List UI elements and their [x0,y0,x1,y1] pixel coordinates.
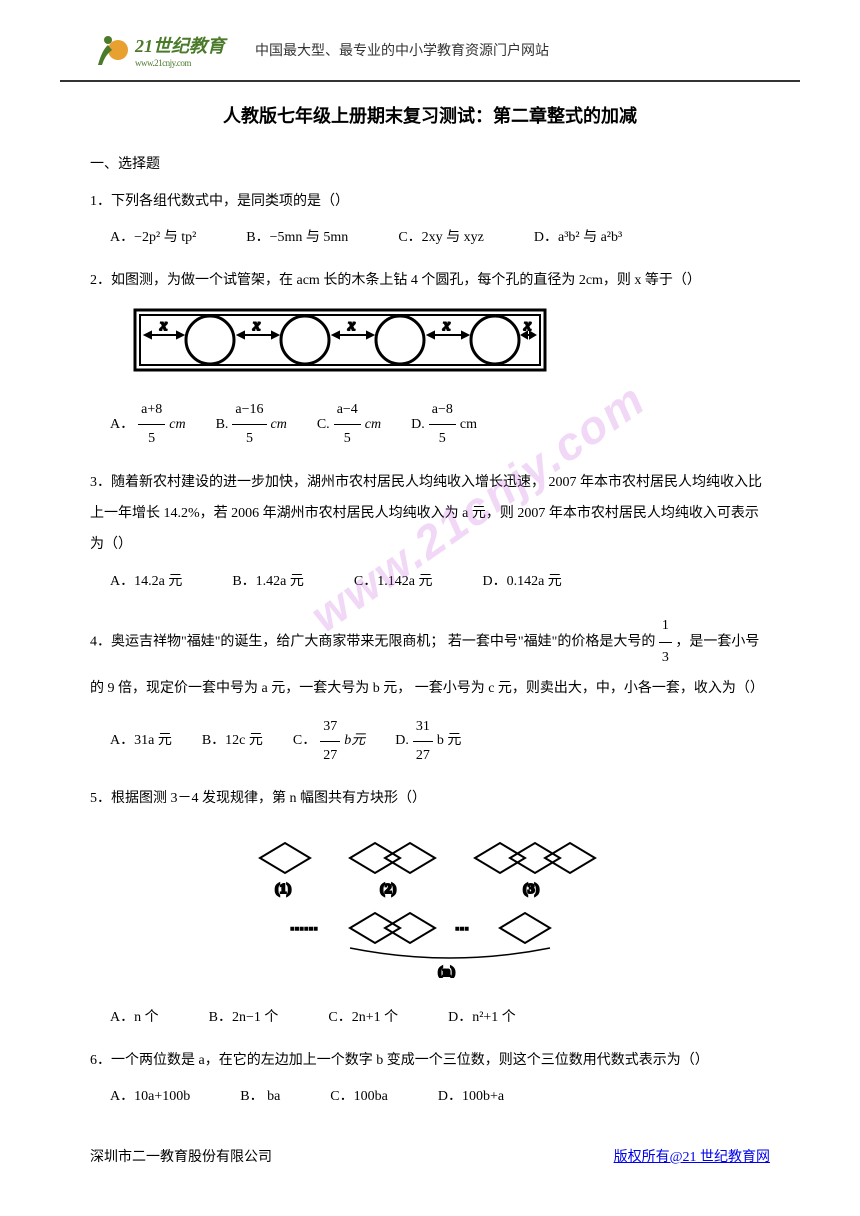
svg-text:(2): (2) [380,882,397,897]
q1-option-a: A．−2p² 与 tp² [110,224,196,252]
svg-text:(n): (n) [438,965,455,978]
svg-text:⋯: ⋯ [455,922,469,937]
question-4: 4．奥运吉祥物"福娃"的诞生，给广大商家带来无限商机； 若一套中号"福娃"的价格… [90,611,770,769]
q4d-num: 31 [413,713,433,742]
q6-option-c: C．100ba [330,1083,388,1111]
q2-option-d: D. a−85 cm [411,396,477,453]
q2b-unit: cm [271,411,287,439]
logo-icon [90,30,130,70]
q2d-label: D. [411,411,425,439]
q4-options: A．31a 元 B．12c 元 C． 3727 b元 D. 3127 b 元 [90,713,770,770]
logo: 21世纪教育 www.21cnjy.com [90,30,225,70]
q4c-label: C． [293,727,316,755]
q5-text: 5．根据图测 3－4 发现规律，第 n 幅图共有方块形（） [90,785,770,813]
q2a-label: A． [110,411,134,439]
q2c-label: C. [317,411,330,439]
q4-option-b: B．12c 元 [202,727,263,755]
q3-option-a: A．14.2a 元 [110,568,182,596]
q6-option-d: D．100b+a [438,1083,504,1111]
q4c-num: 37 [320,713,340,742]
q1-option-c: C．2xy 与 xyz [398,224,484,252]
q4-option-c: C． 3727 b元 [293,713,365,770]
q2-diagram: x x x x x [130,305,770,386]
q5-option-b: B．2n−1 个 [209,1004,279,1032]
q6-option-b: B． ba [240,1083,280,1111]
q1-option-d: D．a³b² 与 a²b³ [534,224,622,252]
q1-options: A．−2p² 与 tp² B．−5mn 与 5mn C．2xy 与 xyz D．… [90,224,770,252]
q4-fden: 3 [659,643,672,674]
q3-option-b: B．1.42a 元 [232,568,304,596]
q2-options: A． a+85 cm B. a−165 cm C. a−45 cm D. a−8… [90,396,770,453]
q2-option-b: B. a−165 cm [216,396,287,453]
footer: 深圳市二一教育股份有限公司 版权所有@21 世纪教育网 [90,1146,770,1166]
q4-fnum: 1 [659,611,672,643]
q1-text: 1．下列各组代数式中，是同类项的是（） [90,188,770,216]
content: 人教版七年级上册期末复习测试：第二章整式的加减 一、选择题 1．下列各组代数式中… [0,102,860,1111]
q4d-den: 27 [413,742,433,770]
q1-option-b: B．−5mn 与 5mn [246,224,348,252]
header-slogan: 中国最大型、最专业的中小学教育资源门户网站 [255,40,549,60]
q4d-label: D. [395,727,409,755]
q2-option-a: A． a+85 cm [110,396,186,453]
section-label: 一、选择题 [90,153,770,173]
q4-option-a: A．31a 元 [110,727,172,755]
q3-text: 3．随着新农村建设的进一步加快，湖州市农村居民人均纯收入增长迅速， 2007 年… [90,468,770,560]
q4c-den: 27 [320,742,340,770]
q2c-den: 5 [334,425,361,453]
q6-text: 6．一个两位数是 a，在它的左边加上一个数字 b 变成一个三位数，则这个三位数用… [90,1047,770,1075]
q5-option-c: C．2n+1 个 [328,1004,398,1032]
q2b-num: a−16 [232,396,266,425]
q5-options: A．n 个 B．2n−1 个 C．2n+1 个 D．n²+1 个 [90,1004,770,1032]
question-3: 3．随着新农村建设的进一步加快，湖州市农村居民人均纯收入增长迅速， 2007 年… [90,468,770,596]
question-5: 5．根据图测 3－4 发现规律，第 n 幅图共有方块形（） (1) (2) (3… [90,785,770,1032]
svg-text:x: x [347,317,355,334]
footer-company: 深圳市二一教育股份有限公司 [90,1146,272,1166]
logo-text: 21世纪教育 www.21cnjy.com [135,32,225,68]
q2c-num: a−4 [334,396,361,425]
q5-option-d: D．n²+1 个 [448,1004,516,1032]
logo-cn: 21世纪教育 [135,32,225,58]
svg-text:(1): (1) [275,882,292,897]
q3-option-c: C．1.142a 元 [354,568,433,596]
question-2: 2．如图测，为做一个试管架，在 acm 长的木条上钻 4 个圆孔，每个孔的直径为… [90,267,770,453]
q4-p1: 4．奥运吉祥物"福娃"的诞生，给广大商家带来无限商机； 若一套中号"福娃"的价格… [90,635,655,650]
svg-text:(3): (3) [523,882,540,897]
question-6: 6．一个两位数是 a，在它的左边加上一个数字 b 变成一个三位数，则这个三位数用… [90,1047,770,1111]
q4d-after: b 元 [437,727,462,755]
svg-text:x: x [442,317,450,334]
page-title: 人教版七年级上册期末复习测试：第二章整式的加减 [90,102,770,128]
q4-option-d: D. 3127 b 元 [395,713,461,770]
logo-url: www.21cnjy.com [135,58,225,68]
q6-option-a: A．10a+100b [110,1083,190,1111]
q6-options: A．10a+100b B． ba C．100ba D．100b+a [90,1083,770,1111]
page-header: 21世纪教育 www.21cnjy.com 中国最大型、最专业的中小学教育资源门… [60,0,800,82]
q5-option-a: A．n 个 [110,1004,159,1032]
q2-option-c: C. a−45 cm [317,396,381,453]
q5-diagram: (1) (2) (3) ⋯⋯ ⋯ (n) [90,828,770,989]
svg-text:x: x [252,317,260,334]
q2d-den: 5 [429,425,456,453]
q4-text: 4．奥运吉祥物"福娃"的诞生，给广大商家带来无限商机； 若一套中号"福娃"的价格… [90,611,770,704]
q2c-unit: cm [365,411,381,439]
q2-text: 2．如图测，为做一个试管架，在 acm 长的木条上钻 4 个圆孔，每个孔的直径为… [90,267,770,295]
q2b-label: B. [216,411,229,439]
svg-text:⋯⋯: ⋯⋯ [290,922,318,937]
q2a-unit: cm [169,411,185,439]
q2a-num: a+8 [138,396,165,425]
question-1: 1．下列各组代数式中，是同类项的是（） A．−2p² 与 tp² B．−5mn … [90,188,770,252]
svg-text:x: x [159,317,167,334]
q2b-den: 5 [232,425,266,453]
footer-copyright-link[interactable]: 版权所有@21 世纪教育网 [614,1146,770,1166]
q2d-unit: cm [460,411,477,439]
q2d-num: a−8 [429,396,456,425]
q3-options: A．14.2a 元 B．1.42a 元 C．1.142a 元 D．0.142a … [90,568,770,596]
q4c-after: b元 [344,727,365,755]
q3-option-d: D．0.142a 元 [482,568,561,596]
q2a-den: 5 [138,425,165,453]
svg-text:x: x [523,317,531,334]
